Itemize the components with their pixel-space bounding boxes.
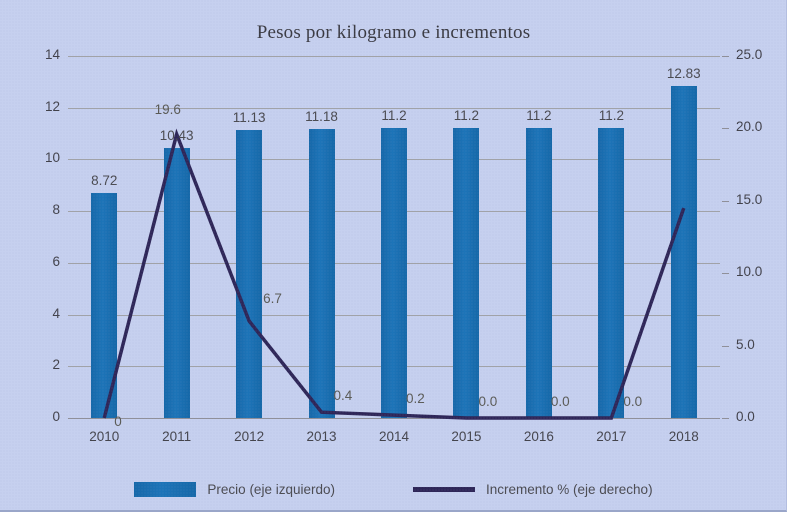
legend-label-incremento: Incremento % (eje derecho) [485, 482, 653, 497]
chart-legend: Precio (eje izquierdo) Incremento % (eje… [0, 482, 787, 497]
increment-line-series [102, 128, 686, 420]
left-axis-tick-6: 6 [52, 253, 60, 269]
x-axis-label-2015: 2015 [451, 429, 482, 444]
bar-label-2014: 11.2 [381, 108, 407, 124]
bar-2012 [236, 130, 263, 418]
left-axis-tick-14: 14 [44, 47, 60, 62]
line-label-2015: 0.0 [478, 394, 498, 409]
right-axis-tickmark [722, 128, 729, 130]
plot-area: 8.72 10.43 11.13 11.18 11.2 11.2 11.2 11.2 12.83… [68, 56, 720, 429]
x-axis-label-2017: 2017 [596, 429, 627, 444]
bar-label-2015: 11.2 [453, 108, 480, 124]
right-axis-tick-0.0: 0.0 [736, 409, 755, 424]
x-axis-label-2011: 2011 [162, 429, 192, 444]
line-label-2017: 0.0 [623, 394, 643, 409]
bar-label-2010: 8.72 [91, 172, 118, 188]
bar-2013 [308, 128, 335, 418]
left-axis-tick-8: 8 [52, 202, 60, 218]
right-axis-tick-5.0: 5.0 [736, 336, 755, 352]
line-label-2012: 6.7 [263, 290, 282, 306]
right-axis-tickmark [722, 56, 729, 57]
chart-title: Pesos por kilogramo e incrementos [256, 22, 531, 43]
line-label-2010: 0 [114, 414, 122, 429]
line-label-2011: 19.6 [154, 102, 181, 118]
increment-line-path [102, 128, 686, 420]
legend-item-incremento: Incremento % (eje derecho) [412, 482, 653, 497]
gridline [68, 56, 720, 57]
gridline [68, 107, 720, 109]
right-axis-tick-25.0: 25.0 [736, 47, 763, 62]
bar-2016 [525, 128, 552, 418]
line-label-2016: 0.0 [550, 394, 570, 409]
x-axis-label-2012: 2012 [234, 429, 265, 444]
line-label-2014: 0.2 [406, 391, 425, 407]
bar-label-2011: 10.43 [159, 128, 194, 144]
left-axis-tick-2: 2 [52, 357, 60, 373]
x-axis-label-2016: 2016 [523, 429, 554, 444]
legend-swatch-bar-icon [134, 482, 197, 497]
x-axis-baseline [68, 418, 720, 419]
left-axis-tick-0: 0 [52, 409, 60, 424]
bar-label-2012: 11.13 [232, 110, 266, 126]
left-axis-tick-12: 12 [44, 98, 60, 114]
left-axis-tick-10: 10 [44, 150, 60, 166]
x-axis-label-2014: 2014 [378, 429, 410, 444]
line-label-2013: 0.4 [333, 388, 353, 404]
legend-label-precio: Precio (eje izquierdo) [207, 482, 335, 497]
x-axis-label-2010: 2010 [89, 429, 120, 444]
right-axis-tickmark [722, 273, 729, 275]
right-axis-tickmark [722, 418, 729, 419]
right-axis-tickmark [722, 345, 729, 347]
bar-2018 [670, 86, 697, 418]
right-axis-tick-15.0: 15.0 [736, 191, 763, 207]
x-axis-label-2018: 2018 [668, 429, 699, 444]
bar-label-2016: 11.2 [526, 108, 552, 124]
bar-2017 [598, 128, 625, 418]
bar-label-2013: 11.18 [305, 108, 338, 124]
bar-2014 [381, 128, 407, 418]
legend-swatch-line-icon [412, 487, 475, 492]
left-axis-tick-4: 4 [52, 305, 60, 321]
right-axis-tickmark [722, 200, 729, 202]
right-axis-tick-10.0: 10.0 [736, 264, 763, 280]
legend-item-precio: Precio (eje izquierdo) [134, 482, 335, 497]
x-axis-label-2013: 2013 [306, 429, 337, 444]
bar-label-2018: 12.83 [666, 66, 701, 82]
right-axis-tick-20.0: 20.0 [736, 119, 763, 135]
bar-2011 [163, 148, 190, 418]
bar-2015 [453, 128, 480, 418]
bar-label-2017: 11.2 [598, 108, 624, 124]
